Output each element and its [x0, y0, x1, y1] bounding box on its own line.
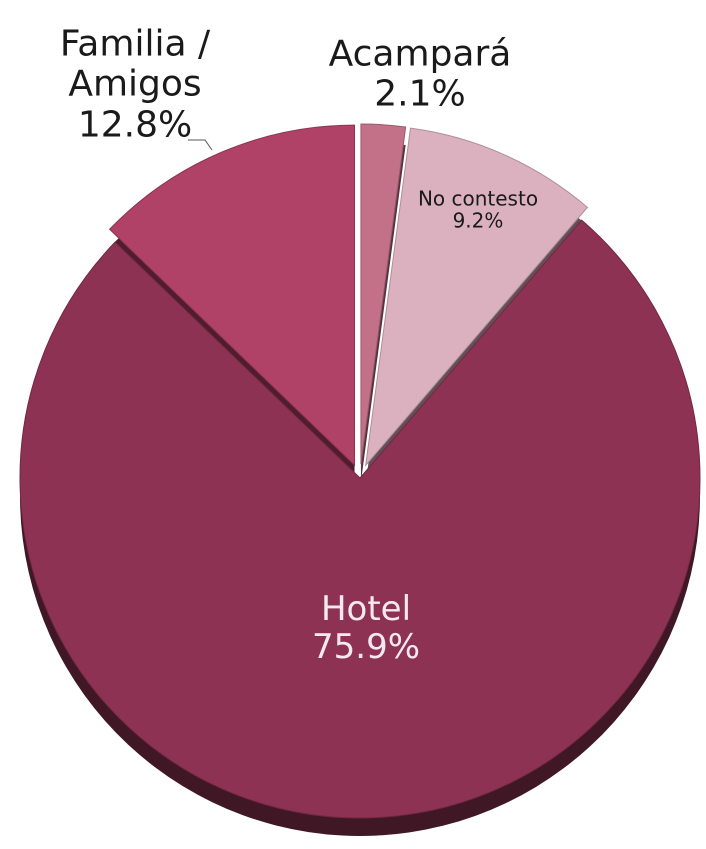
category-label: No contesto [417, 186, 539, 211]
slice [108, 124, 356, 467]
slice-label: Familia / Amigos 12.8% [35, 23, 235, 146]
category-label: Familia / Amigos [59, 23, 211, 105]
category-label: Hotel [320, 588, 412, 629]
value-label: 12.8% [77, 104, 193, 146]
slice-label: Acampará 2.1% [328, 33, 512, 116]
slice [360, 123, 407, 465]
value-label: 75.9% [311, 627, 421, 667]
slice [19, 219, 701, 819]
slice-label: No contesto 9.2% [417, 186, 539, 233]
category-label: Acampará [328, 33, 512, 75]
slice-label: Hotel 75.9% [312, 590, 420, 666]
value-label: 2.1% [374, 74, 466, 115]
value-label: 9.2% [452, 209, 504, 233]
leader-line [188, 139, 213, 151]
slice [365, 127, 589, 467]
